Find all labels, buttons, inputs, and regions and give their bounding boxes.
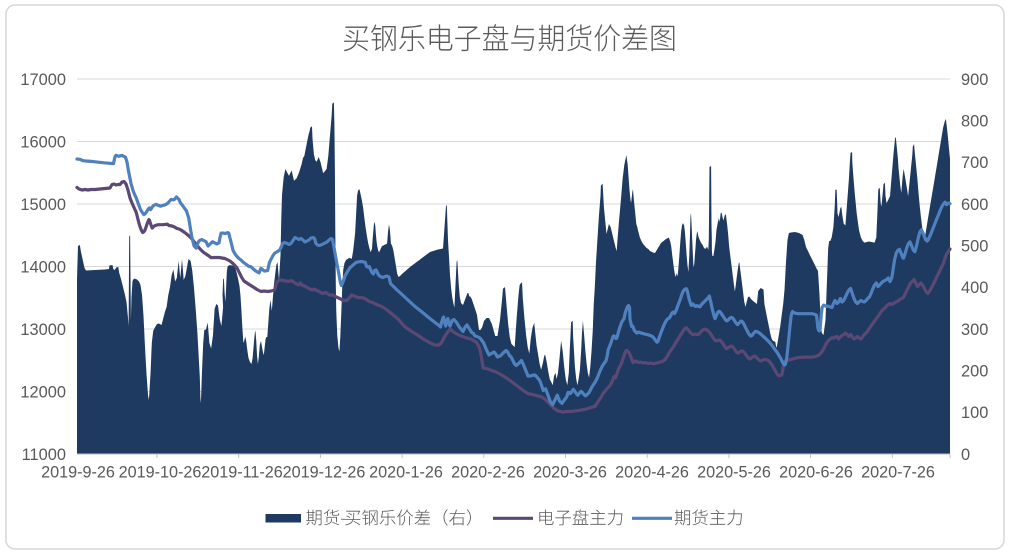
svg-text:2020-3-26: 2020-3-26	[533, 464, 607, 482]
svg-text:15000: 15000	[20, 196, 66, 214]
svg-text:2019-10-26: 2019-10-26	[119, 464, 202, 482]
svg-text:14000: 14000	[20, 258, 66, 276]
svg-text:2019-12-26: 2019-12-26	[283, 464, 366, 482]
svg-text:13000: 13000	[20, 321, 66, 339]
svg-text:0: 0	[961, 446, 970, 464]
svg-text:16000: 16000	[20, 133, 66, 151]
svg-text:200: 200	[961, 363, 988, 381]
svg-text:800: 800	[961, 113, 988, 131]
svg-text:17000: 17000	[20, 71, 66, 89]
svg-text:700: 700	[961, 154, 988, 172]
svg-text:600: 600	[961, 196, 988, 214]
svg-text:11000: 11000	[22, 446, 66, 464]
svg-text:300: 300	[961, 321, 988, 339]
svg-text:2020-2-26: 2020-2-26	[451, 464, 525, 482]
svg-text:2019-9-26: 2019-9-26	[41, 464, 115, 482]
svg-text:2020-5-26: 2020-5-26	[697, 464, 771, 482]
svg-text:2020-1-26: 2020-1-26	[369, 464, 443, 482]
svg-text:12000: 12000	[20, 383, 66, 401]
svg-text:900: 900	[961, 71, 988, 89]
svg-text:400: 400	[961, 279, 988, 297]
svg-text:500: 500	[961, 238, 988, 256]
svg-text:100: 100	[961, 404, 988, 422]
svg-text:2020-6-26: 2020-6-26	[779, 464, 853, 482]
svg-text:2020-4-26: 2020-4-26	[615, 464, 689, 482]
svg-text:2019-11-26: 2019-11-26	[201, 464, 283, 482]
svg-text:2020-7-26: 2020-7-26	[861, 464, 935, 482]
